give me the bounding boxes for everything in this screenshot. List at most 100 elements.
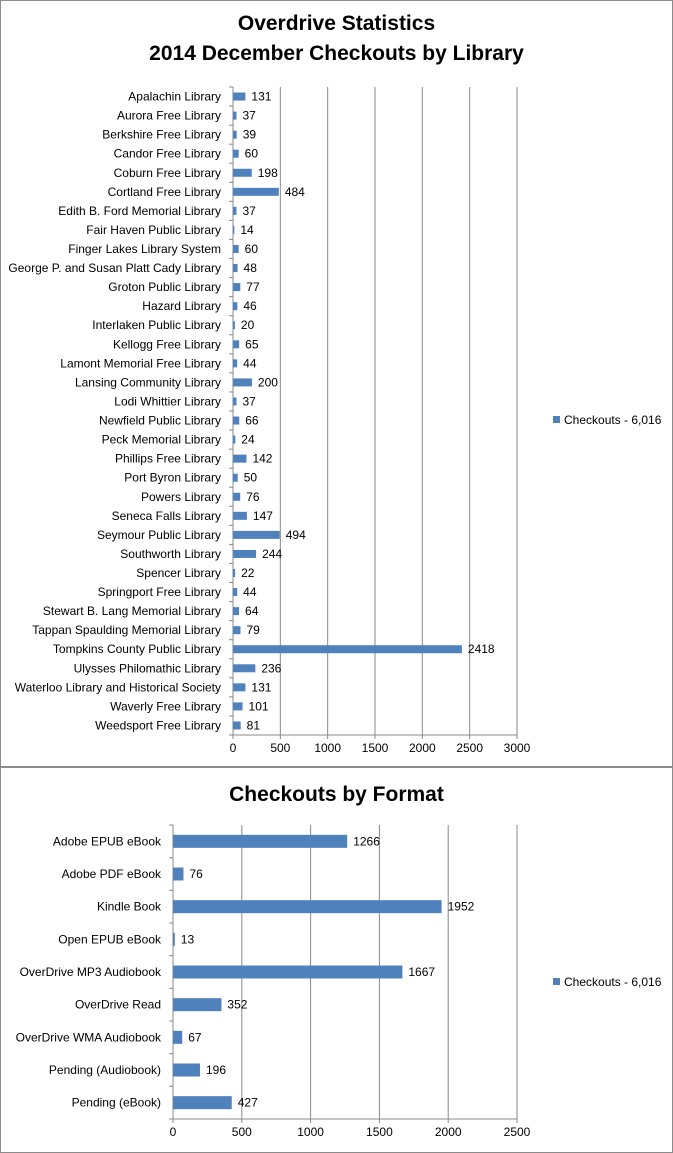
category-label: Seymour Public Library bbox=[97, 528, 221, 542]
bar bbox=[233, 664, 256, 673]
bar bbox=[233, 492, 241, 501]
library-bar-chart: 0 500 1000 1500 2000 2500 3000 Apalachin Librar… bbox=[8, 86, 662, 755]
data-label: 142 bbox=[252, 452, 272, 466]
data-label: 147 bbox=[253, 509, 273, 523]
bar bbox=[233, 397, 237, 406]
data-label: 200 bbox=[258, 375, 278, 389]
legend-label: Checkouts - 6,016 bbox=[564, 413, 662, 427]
bar bbox=[173, 1030, 183, 1044]
bar bbox=[233, 530, 280, 539]
bar bbox=[233, 588, 238, 597]
bar bbox=[233, 130, 237, 139]
bar bbox=[233, 549, 257, 558]
category-label: Pending (Audiobook) bbox=[49, 1063, 161, 1077]
x-tick-label: 0 bbox=[230, 741, 237, 755]
data-label: 67 bbox=[188, 1030, 202, 1044]
bar bbox=[173, 965, 403, 979]
data-label: 37 bbox=[243, 204, 257, 218]
category-label: Port Byron Library bbox=[124, 471, 221, 485]
category-label: Cortland Free Library bbox=[108, 185, 221, 199]
bar bbox=[233, 111, 237, 120]
bar bbox=[233, 645, 462, 654]
category-label: OverDrive Read bbox=[75, 998, 161, 1012]
category-label: OverDrive WMA Audiobook bbox=[16, 1030, 162, 1044]
data-label: 484 bbox=[285, 185, 305, 199]
bar bbox=[233, 245, 239, 253]
bar bbox=[233, 168, 252, 177]
data-label: 60 bbox=[245, 242, 259, 256]
category-label: Interlaken Public Library bbox=[92, 318, 221, 332]
data-label: 196 bbox=[206, 1063, 226, 1077]
data-label: 77 bbox=[246, 280, 260, 294]
x-tick-label: 1500 bbox=[366, 1125, 393, 1139]
category-label: Stewart B. Lang Memorial Library bbox=[43, 604, 221, 618]
bar bbox=[233, 473, 238, 482]
data-label: 60 bbox=[245, 147, 259, 161]
category-label: Groton Public Library bbox=[108, 280, 221, 294]
x-tick-label: 500 bbox=[232, 1125, 252, 1139]
category-label: George P. and Susan Platt Cady Library bbox=[8, 261, 221, 275]
format-bar-chart: 0 500 1000 1500 2000 2500 Adobe EPUB eBook 1266… bbox=[16, 824, 662, 1139]
category-label: Kindle Book bbox=[97, 900, 162, 914]
x-tick-label: 1000 bbox=[314, 741, 341, 755]
bar bbox=[233, 416, 240, 425]
category-label: Weedsport Free Library bbox=[95, 718, 221, 732]
data-label: 79 bbox=[246, 623, 260, 637]
data-label: 244 bbox=[262, 547, 282, 561]
format-chart-panel: Checkouts by Format 0 500 1000 1500 2000 2500… bbox=[0, 767, 673, 1153]
library-chart-panel: Overdrive Statistics 2014 December Check… bbox=[0, 0, 673, 767]
category-label: Peck Memorial Library bbox=[102, 433, 221, 447]
data-label: 48 bbox=[244, 261, 258, 275]
data-label: 352 bbox=[227, 998, 247, 1012]
data-label: 66 bbox=[245, 414, 259, 428]
bar bbox=[173, 900, 442, 914]
bar bbox=[233, 302, 238, 311]
bar bbox=[233, 340, 240, 349]
legend-swatch bbox=[553, 416, 560, 423]
bar bbox=[233, 283, 241, 292]
data-label: 37 bbox=[243, 394, 257, 408]
bar bbox=[233, 264, 238, 273]
bar bbox=[233, 511, 247, 520]
category-label: Waverly Free Library bbox=[110, 699, 221, 713]
data-label: 76 bbox=[189, 867, 203, 881]
category-label: Fair Haven Public Library bbox=[86, 223, 221, 237]
category-label: Berkshire Free Library bbox=[102, 128, 221, 142]
category-label: Hazard Library bbox=[142, 299, 221, 313]
chart-title: Overdrive Statistics bbox=[237, 12, 436, 35]
data-label: 20 bbox=[241, 318, 255, 332]
bar bbox=[173, 867, 184, 881]
data-label: 13 bbox=[181, 932, 195, 946]
bar bbox=[233, 225, 235, 234]
category-label: Lodi Whittier Library bbox=[114, 394, 221, 408]
category-label: Southworth Library bbox=[120, 547, 221, 561]
bar bbox=[233, 454, 247, 463]
category-label: Finger Lakes Library System bbox=[68, 242, 221, 256]
data-label: 1667 bbox=[408, 965, 435, 979]
category-label: Tompkins County Public Library bbox=[53, 642, 221, 656]
bar bbox=[233, 378, 252, 387]
x-tick-label: 2000 bbox=[409, 741, 436, 755]
chart-subtitle: 2014 December Checkouts by Library bbox=[149, 42, 524, 65]
data-label: 64 bbox=[245, 604, 259, 618]
x-tick-label: 1000 bbox=[297, 1125, 324, 1139]
category-label: Spencer Library bbox=[136, 566, 221, 580]
data-label: 494 bbox=[286, 528, 306, 542]
category-label: Kellogg Free Library bbox=[113, 337, 221, 351]
data-label: 24 bbox=[241, 433, 255, 447]
bar bbox=[233, 206, 237, 215]
data-label: 22 bbox=[241, 566, 255, 580]
category-label: Newfield Public Library bbox=[99, 414, 221, 428]
data-label: 1952 bbox=[448, 900, 475, 914]
bar bbox=[233, 683, 246, 692]
chart-title: Checkouts by Format bbox=[229, 783, 444, 806]
data-label: 65 bbox=[245, 337, 259, 351]
data-label: 39 bbox=[243, 128, 257, 142]
data-label: 131 bbox=[251, 90, 271, 104]
bar bbox=[233, 149, 239, 158]
category-label: Adobe EPUB eBook bbox=[53, 834, 162, 848]
bar bbox=[233, 569, 236, 577]
legend-swatch bbox=[553, 978, 560, 985]
category-label: Adobe PDF eBook bbox=[62, 867, 162, 881]
bar bbox=[233, 702, 243, 711]
